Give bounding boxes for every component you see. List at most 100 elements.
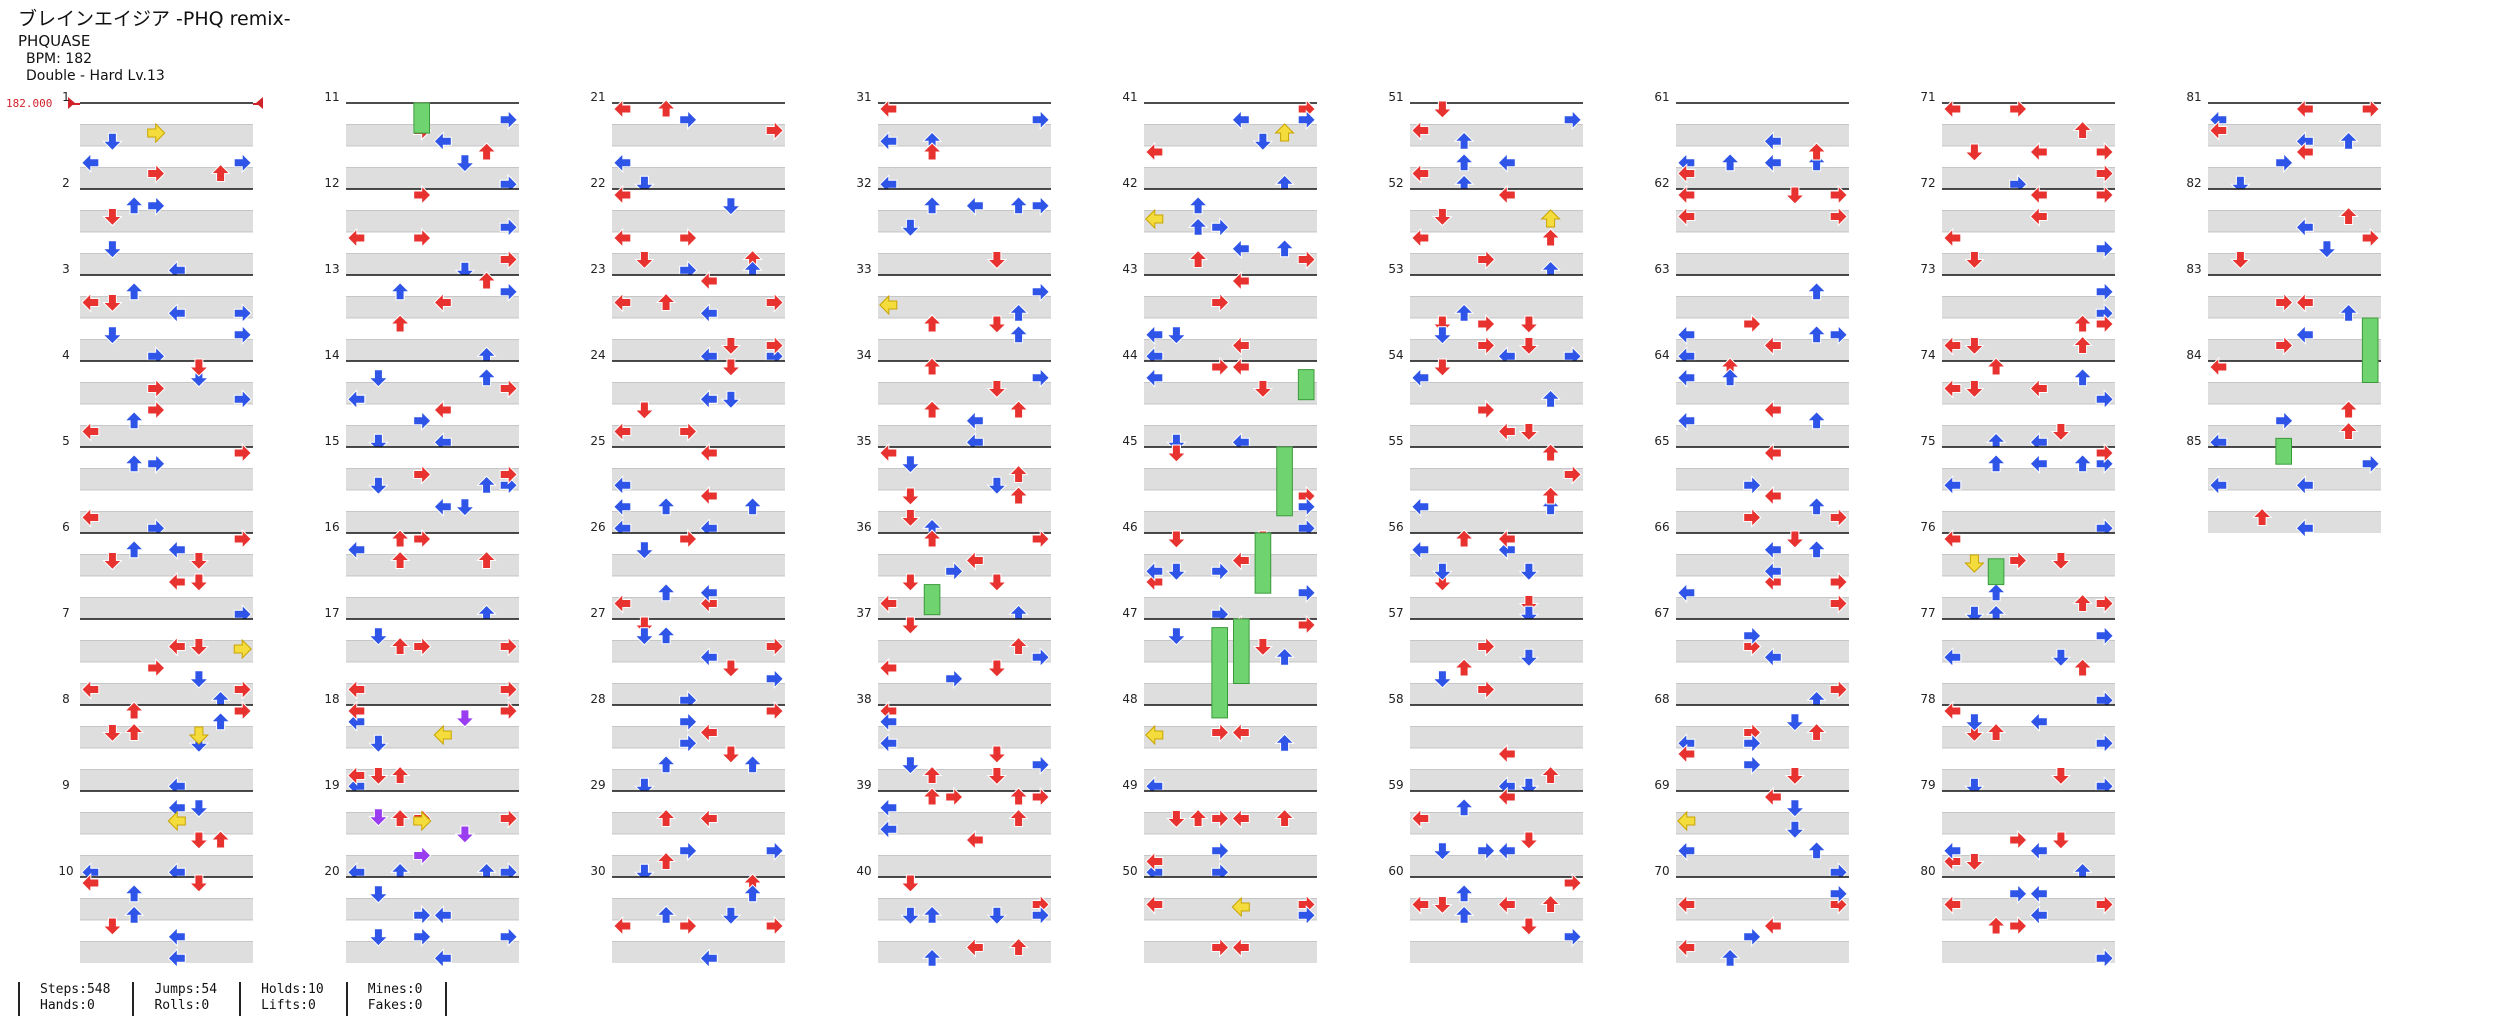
left-arrow-icon	[879, 294, 898, 316]
left-arrow-icon	[81, 679, 100, 700]
right-arrow-icon	[1297, 249, 1316, 270]
measure-62: 62	[1654, 176, 1849, 275]
beat-row	[1676, 189, 1849, 211]
beat-row	[80, 189, 253, 211]
left-arrow-icon	[1231, 335, 1250, 356]
beat-row	[1676, 124, 1849, 146]
down-arrow-icon	[102, 326, 123, 345]
up-arrow-icon	[1806, 841, 1827, 860]
left-arrow-icon	[613, 98, 632, 120]
beat-row	[878, 103, 1051, 125]
beat-row	[1676, 576, 1849, 598]
up-arrow-icon	[1187, 808, 1209, 827]
stats-group-steps: Steps:548 Hands:0	[18, 982, 132, 1016]
right-arrow-icon	[233, 442, 252, 464]
beat-row	[346, 382, 519, 404]
measure-52: 52	[1388, 176, 1583, 275]
right-arrow-icon	[499, 378, 518, 399]
right-arrow-icon	[1743, 754, 1762, 776]
measure-24: 24	[590, 348, 785, 447]
beat-row	[1676, 769, 1849, 791]
beat-row	[80, 748, 253, 770]
beat-row	[1144, 855, 1317, 877]
measure-number: 70	[1654, 864, 1669, 878]
beat-row	[1676, 468, 1849, 490]
left-arrow-icon	[1677, 324, 1696, 346]
measure-71: 71	[1920, 90, 2115, 189]
measure-2: 2	[62, 176, 253, 275]
beat-row	[1942, 318, 2115, 340]
beat-row	[1942, 425, 2115, 447]
beat-row	[878, 898, 1051, 920]
down-arrow-icon	[634, 863, 655, 883]
beat-row	[1676, 167, 1849, 189]
down-arrow-icon	[1432, 100, 1453, 119]
up-arrow-icon	[123, 196, 145, 215]
beat-row	[346, 898, 519, 920]
hold-bar	[1233, 618, 1250, 684]
down-arrow-icon	[368, 767, 389, 786]
left-arrow-icon	[699, 647, 718, 668]
beat-row	[346, 855, 519, 877]
beat-row	[1144, 296, 1317, 318]
measure-44: 44	[1122, 348, 1317, 447]
left-arrow-icon	[1943, 98, 1962, 120]
measure-6: 6	[62, 520, 253, 619]
beat-row	[1144, 941, 1317, 963]
beat-row	[612, 339, 785, 361]
beat-row	[1410, 296, 1583, 318]
fakes-count: Fakes:0	[367, 998, 423, 1014]
down-arrow-icon	[102, 132, 123, 152]
right-arrow-icon	[2009, 829, 2028, 851]
measure-number: 18	[324, 692, 339, 706]
beat-row	[1144, 812, 1317, 834]
right-arrow-icon	[1829, 571, 1848, 593]
beat-row	[80, 812, 253, 834]
left-arrow-icon	[1677, 937, 1696, 958]
measure-number: 35	[856, 434, 871, 448]
beat-row	[612, 748, 785, 770]
beat-row	[1144, 425, 1317, 447]
steps-count: Steps:548	[40, 982, 111, 997]
beat-row	[80, 941, 253, 963]
beat-row	[1942, 791, 2115, 813]
right-arrow-icon	[1031, 367, 1050, 389]
beat-row	[1410, 855, 1583, 877]
measure-number: 56	[1388, 520, 1403, 534]
measure-number: 6	[62, 520, 70, 534]
beat-row	[80, 619, 253, 641]
left-arrow-icon	[1763, 647, 1782, 668]
beat-row	[1144, 920, 1317, 942]
beat-row	[1676, 640, 1849, 662]
down-arrow-icon	[1964, 554, 1985, 573]
up-arrow-icon	[1008, 400, 1029, 419]
left-arrow-icon	[1145, 851, 1164, 872]
up-arrow-icon	[1453, 905, 1475, 924]
beat-row	[1144, 576, 1317, 598]
hold-bar	[1211, 627, 1228, 719]
measure-number: 80	[1920, 864, 1935, 878]
down-arrow-icon	[986, 659, 1008, 678]
stats-group-holds: Holds:10 Lifts:0	[239, 982, 346, 1016]
beat-row	[2208, 490, 2381, 512]
beat-row	[2208, 167, 2381, 189]
beat-row	[1144, 382, 1317, 404]
left-arrow-icon	[1497, 743, 1516, 765]
up-arrow-icon	[655, 292, 677, 311]
beat-row	[612, 447, 785, 469]
measure-51: 51	[1388, 90, 1583, 189]
right-arrow-icon	[2361, 227, 2380, 249]
down-arrow-icon	[634, 627, 655, 646]
right-arrow-icon	[1743, 475, 1762, 496]
beat-row	[878, 490, 1051, 512]
measure-34: 34	[856, 348, 1051, 447]
beat-row	[2208, 296, 2381, 318]
left-arrow-icon	[1411, 367, 1430, 389]
beat-row	[1410, 103, 1583, 125]
right-arrow-icon	[499, 679, 518, 700]
down-arrow-icon	[1432, 208, 1453, 227]
left-arrow-icon	[1763, 152, 1782, 174]
up-arrow-icon	[921, 948, 943, 967]
up-arrow-icon	[476, 475, 497, 494]
beat-row	[612, 791, 785, 813]
